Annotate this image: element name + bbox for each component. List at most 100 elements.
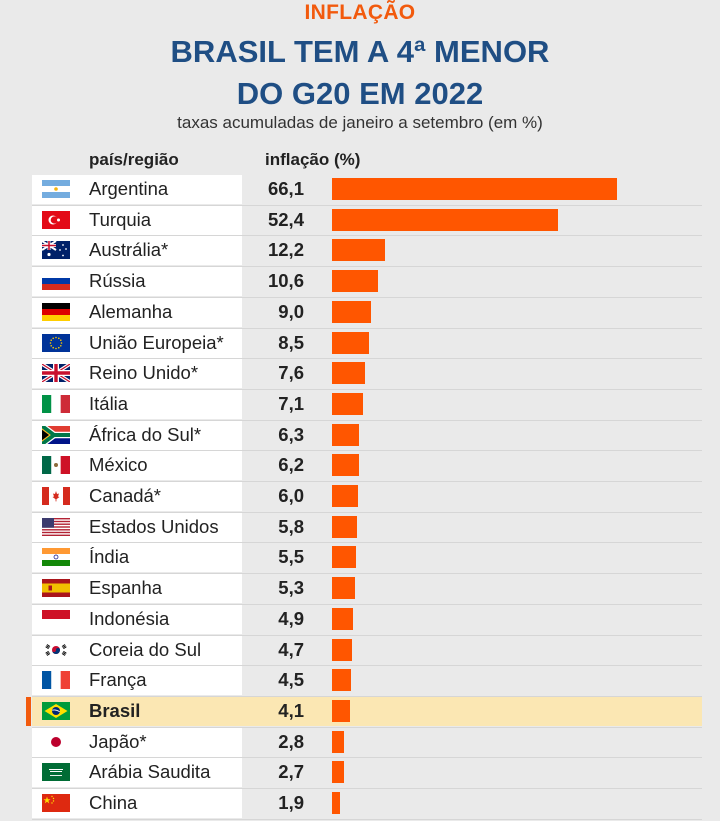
brazil-flag-icon	[42, 701, 70, 720]
country-label: Arábia Saudita	[89, 761, 211, 783]
argentina-flag-icon	[42, 180, 70, 198]
value-label: 7,6	[278, 362, 304, 384]
canada-flag-icon	[42, 487, 70, 505]
row-divider	[32, 665, 702, 667]
country-label: Rússia	[89, 270, 146, 292]
country-label: China	[89, 792, 138, 813]
row-divider	[32, 327, 702, 329]
country-label: Itália	[89, 392, 129, 414]
italy-flag-icon	[42, 394, 70, 413]
country-label: Japão*	[89, 730, 147, 752]
row-divider	[32, 358, 702, 360]
country-label: África do Sul*	[89, 423, 202, 445]
country-label: Alemanha	[89, 300, 173, 322]
value-label: 4,5	[278, 669, 304, 691]
row-divider	[32, 573, 702, 575]
bar	[332, 669, 352, 692]
value-label: 5,3	[278, 577, 304, 599]
value-label: 10,6	[267, 270, 304, 292]
value-label: 66,1	[267, 178, 304, 199]
value-label: 6,0	[278, 485, 304, 506]
row-divider	[32, 204, 702, 206]
france-flag-icon	[42, 671, 70, 690]
bar	[332, 454, 359, 477]
bar	[332, 577, 355, 600]
value-label: 12,2	[267, 239, 304, 261]
chart-subtitle: taxas acumuladas de janeiro a setembro (…	[177, 113, 543, 132]
bar	[332, 331, 369, 354]
value-label: 6,2	[278, 454, 304, 476]
value-label: 7,1	[278, 392, 304, 414]
country-label: México	[89, 454, 148, 476]
value-label: 6,3	[278, 423, 304, 445]
row-divider	[32, 450, 702, 452]
uk-flag-icon	[42, 364, 70, 383]
row-divider	[32, 419, 702, 421]
column-header-country: país/região	[89, 150, 179, 169]
country-label: Canadá*	[89, 485, 162, 506]
country-label: Argentina	[89, 178, 169, 199]
row-divider	[32, 542, 702, 544]
row-divider	[32, 296, 702, 298]
bar	[332, 485, 358, 507]
china-flag-icon	[42, 794, 70, 812]
country-label: Turquia	[89, 208, 152, 230]
bar	[332, 792, 341, 814]
value-label: 52,4	[267, 208, 304, 230]
row-divider	[32, 603, 702, 605]
row-divider	[32, 388, 702, 390]
value-label: 1,9	[278, 792, 304, 813]
value-label: 4,1	[278, 699, 304, 721]
row-divider	[32, 757, 702, 759]
bar	[332, 300, 371, 323]
south-africa-flag-icon	[42, 425, 70, 444]
bar	[332, 423, 360, 446]
usa-flag-icon	[42, 517, 70, 536]
australia-flag-icon	[42, 241, 70, 260]
row-divider	[32, 634, 702, 636]
country-label: Austrália*	[89, 239, 169, 261]
row-divider	[32, 235, 702, 237]
value-label: 5,5	[278, 546, 304, 568]
bar	[332, 270, 378, 293]
row-divider	[32, 788, 702, 789]
country-label: Índia	[89, 546, 130, 568]
saudi-arabia-flag-icon	[42, 763, 70, 782]
row-divider	[32, 266, 702, 268]
country-label: Brasil	[89, 699, 141, 721]
country-label: França	[89, 669, 147, 691]
bar	[332, 546, 356, 569]
country-label: Reino Unido*	[89, 362, 199, 384]
value-label: 2,8	[278, 730, 304, 752]
south-korea-flag-icon	[42, 640, 70, 659]
country-label: Indonésia	[89, 607, 170, 629]
chart-title-line-2: DO G20 EM 2022	[236, 76, 484, 111]
value-label: 2,7	[278, 761, 304, 783]
eu-flag-icon	[42, 333, 70, 352]
row-divider	[32, 481, 702, 482]
turkey-flag-icon	[42, 210, 70, 229]
bar	[332, 761, 344, 784]
bar	[332, 239, 385, 262]
kicker: INFLAÇÃO	[304, 1, 416, 24]
spain-flag-icon	[42, 579, 70, 598]
bar	[332, 607, 354, 630]
bar	[332, 638, 353, 661]
bar	[332, 730, 345, 753]
country-label: Coreia do Sul	[89, 638, 202, 660]
value-label: 9,0	[278, 300, 304, 322]
highlight-marker	[26, 696, 31, 726]
value-label: 8,5	[278, 331, 304, 353]
row-divider	[32, 511, 702, 513]
column-header-inflation: inflação (%)	[265, 150, 361, 169]
value-label: 4,9	[278, 607, 304, 629]
value-label: 5,8	[278, 515, 304, 537]
mexico-flag-icon	[42, 456, 70, 475]
bar	[332, 178, 617, 200]
indonesia-flag-icon	[42, 609, 70, 628]
chart-title-line-1: BRASIL TEM A 4ª MENOR	[170, 34, 550, 69]
germany-flag-icon	[42, 302, 70, 321]
bar	[332, 362, 365, 385]
bar	[332, 515, 357, 538]
japan-flag-icon	[42, 732, 70, 751]
